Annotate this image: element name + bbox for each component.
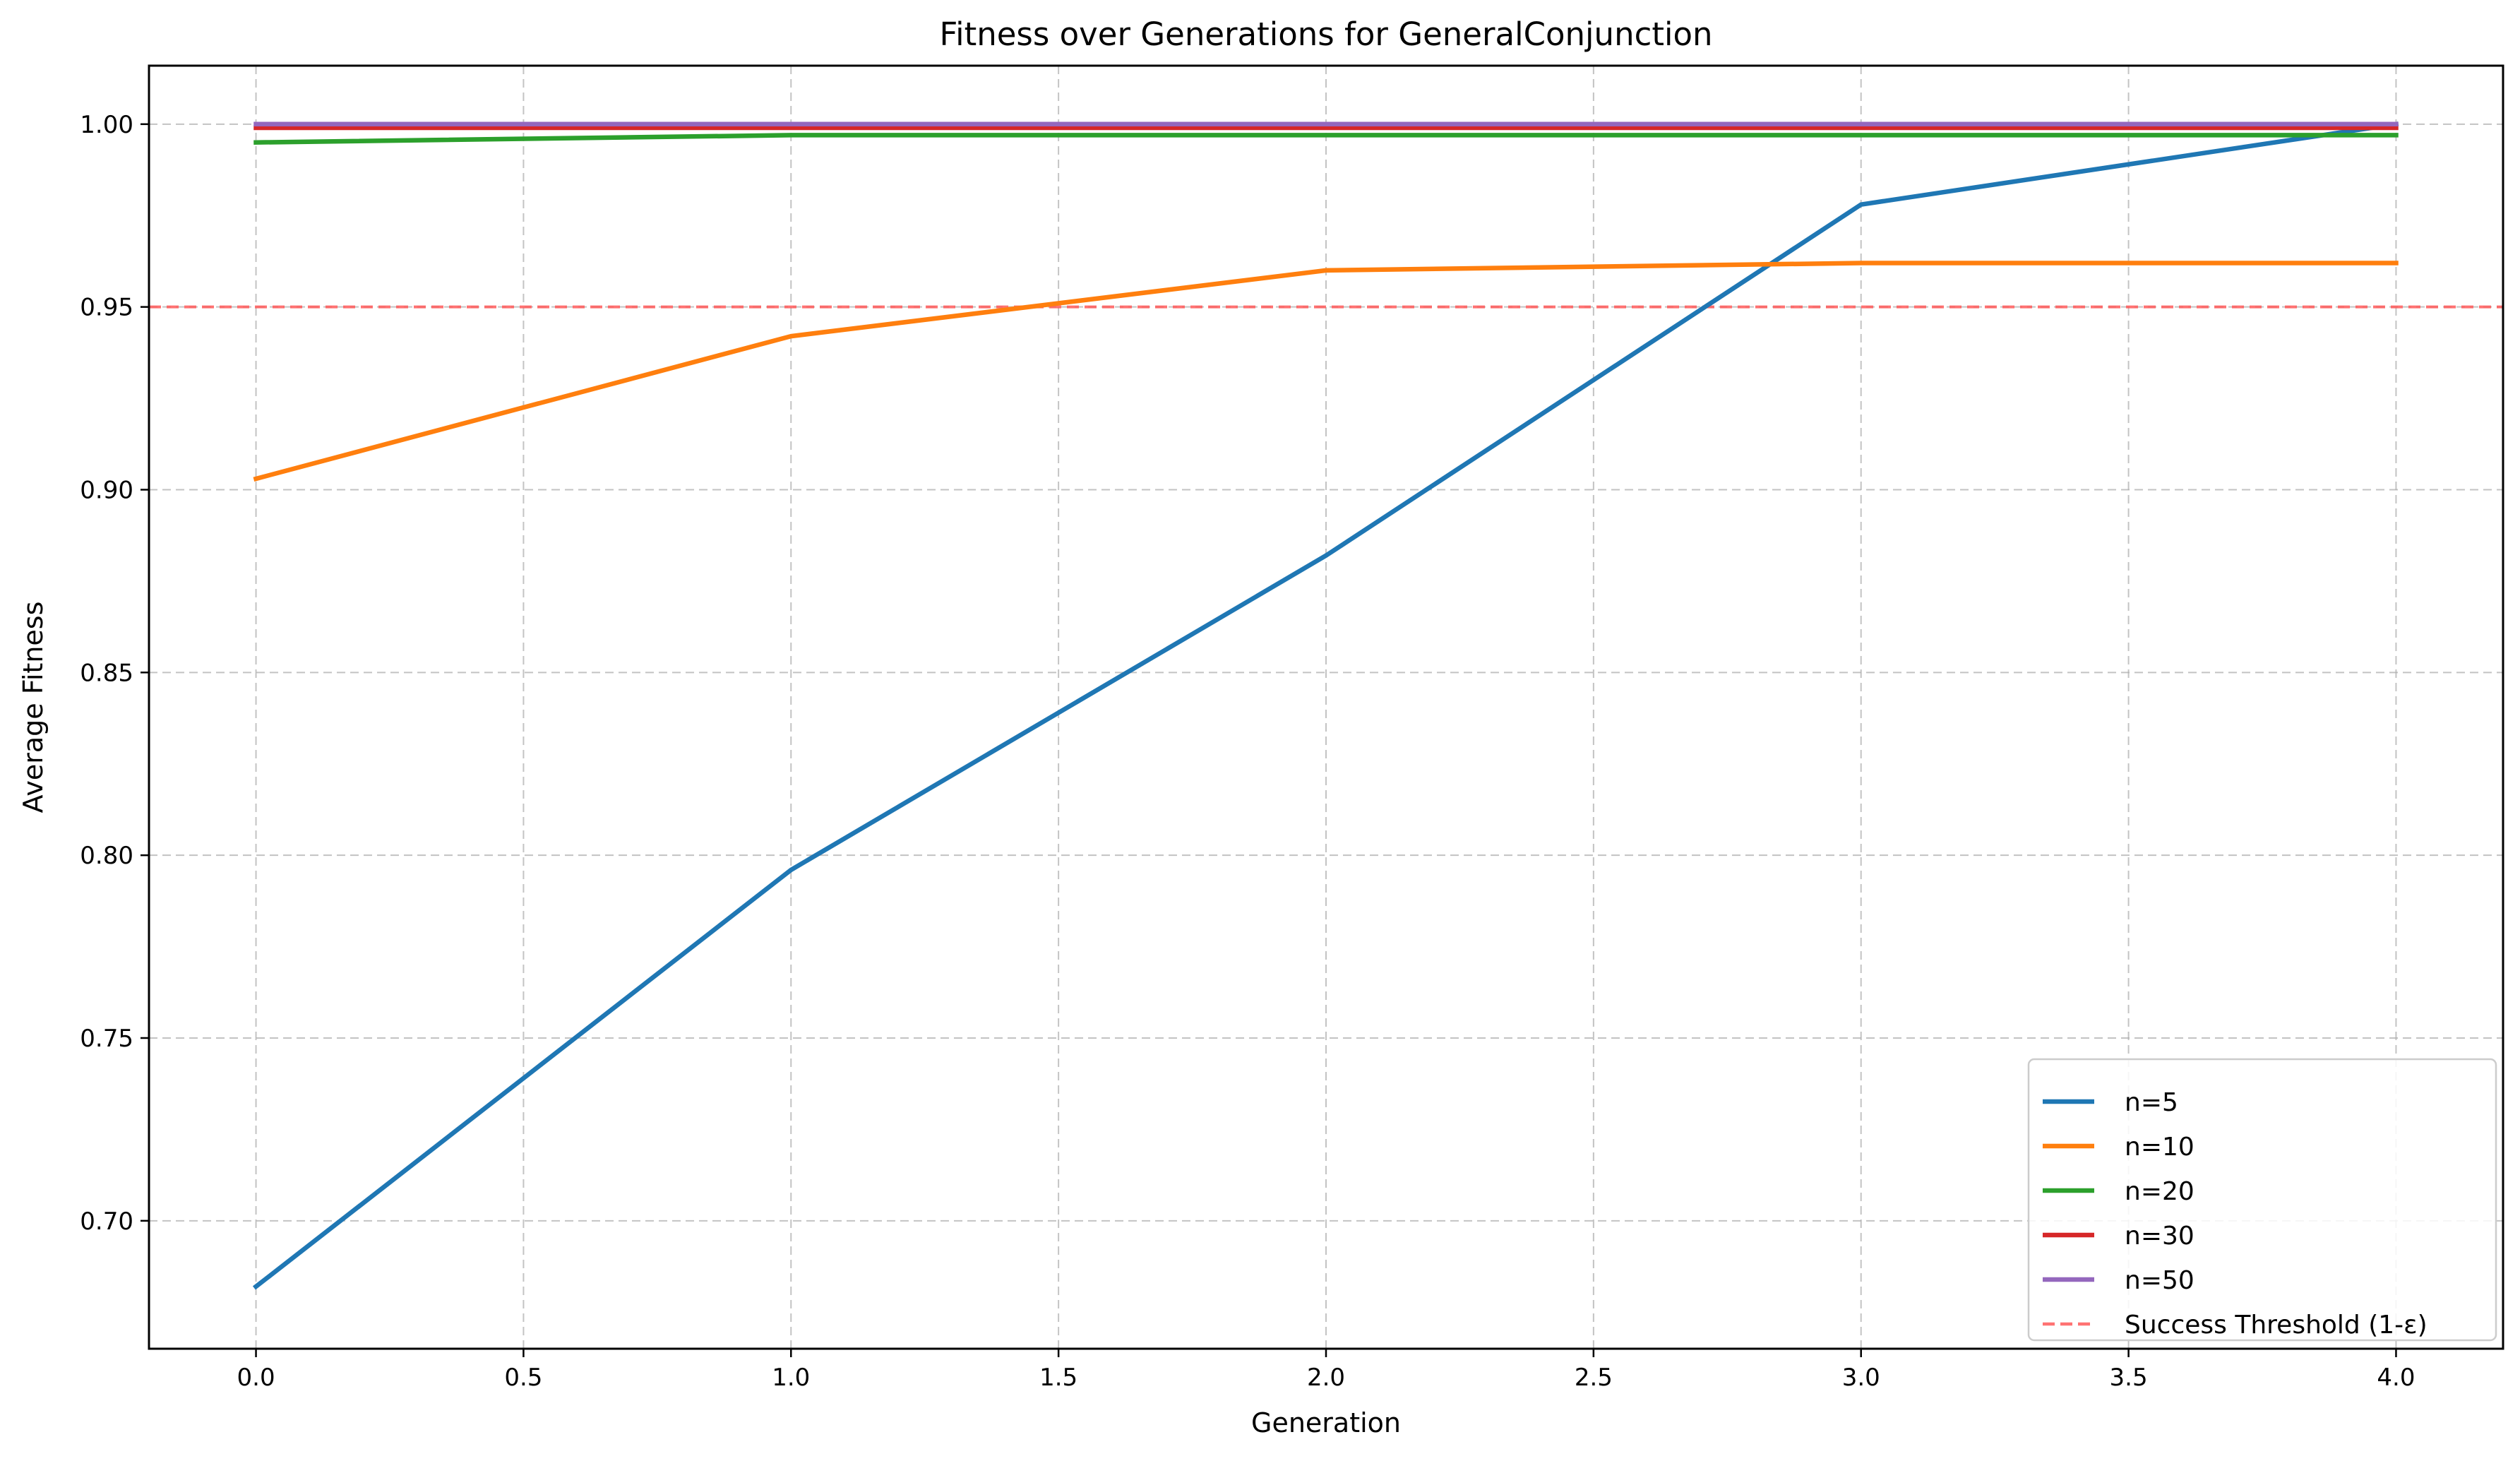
series-line-n-20 [253, 133, 2399, 145]
y-tick-label: 0.95 [80, 294, 133, 322]
x-tick-label: 3.5 [2110, 1364, 2148, 1392]
y-tick-label: 0.85 [80, 659, 133, 687]
series-line-n-10 [253, 261, 2399, 482]
x-tick-label: 3.0 [1842, 1364, 1880, 1392]
x-tick-label: 0.0 [237, 1364, 275, 1392]
x-tick-label: 4.0 [2377, 1364, 2415, 1392]
x-axis-label: Generation [1251, 1407, 1401, 1438]
legend-label: n=5 [2125, 1088, 2178, 1117]
y-tick-label: 0.90 [80, 476, 133, 504]
chart-title: Fitness over Generations for GeneralConj… [939, 16, 1712, 53]
legend-label: n=10 [2125, 1133, 2194, 1162]
y-tick-label: 0.80 [80, 842, 133, 870]
series-line-n-5 [252, 121, 2399, 1290]
y-tick-label: 0.75 [80, 1025, 133, 1053]
axis-ticks: 0.0 0.5 1.0 1.5 2.0 2.5 3.0 3.5 4.0 0.70 0.75 0.80 0… [80, 111, 2415, 1392]
legend-label: Success Threshold (1-ε) [2125, 1311, 2428, 1340]
x-tick-label: 1.0 [772, 1364, 810, 1392]
x-tick-label: 2.5 [1575, 1364, 1613, 1392]
series-lines [252, 121, 2399, 1290]
y-tick-label: 0.70 [80, 1207, 133, 1236]
legend-label: n=30 [2125, 1222, 2194, 1251]
x-tick-label: 1.5 [1039, 1364, 1077, 1392]
y-tick-label: 1.00 [80, 111, 133, 139]
x-tick-label: 0.5 [504, 1364, 542, 1392]
legend-label: n=50 [2125, 1266, 2194, 1295]
y-axis-label: Average Fitness [18, 602, 49, 813]
legend-label: n=20 [2125, 1177, 2194, 1206]
x-tick-label: 2.0 [1307, 1364, 1345, 1392]
legend-box [2027, 1058, 2497, 1342]
legend: n=5 n=10 n=20 n=30 n=50 Success Threshold (1-… [2027, 1058, 2497, 1342]
